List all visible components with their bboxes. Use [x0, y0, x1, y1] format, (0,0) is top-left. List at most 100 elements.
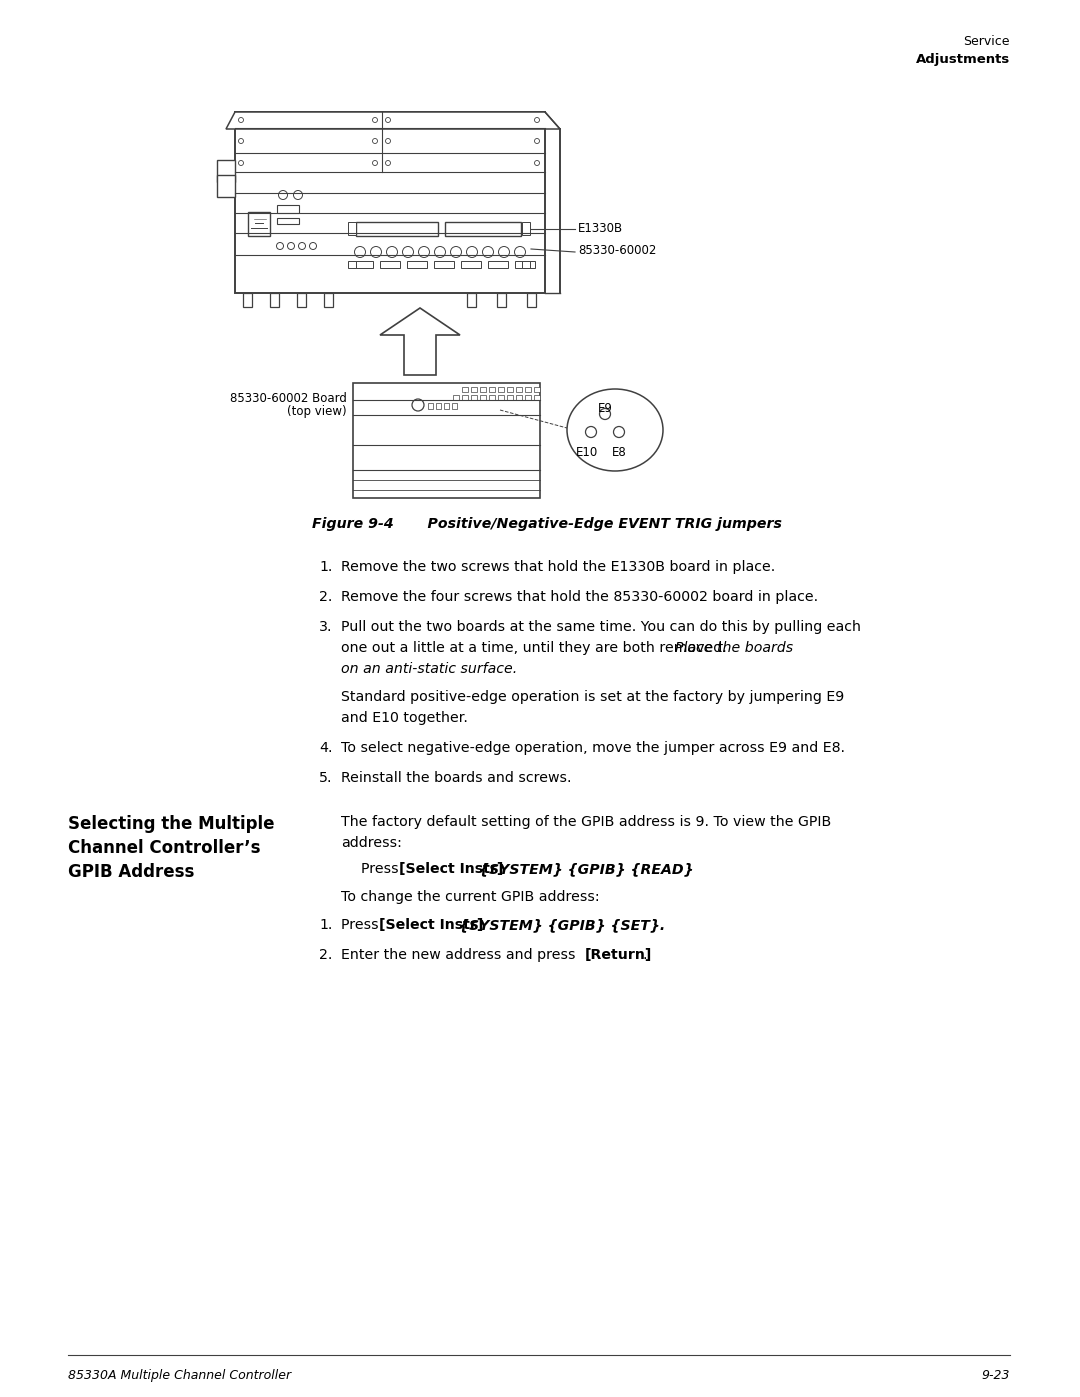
FancyBboxPatch shape [248, 212, 270, 236]
Text: Standard positive-edge operation is set at the factory by jumpering E9: Standard positive-edge operation is set … [341, 690, 845, 704]
Text: The factory default setting of the GPIB address is 9. To view the GPIB: The factory default setting of the GPIB … [341, 814, 832, 828]
Circle shape [287, 243, 295, 250]
FancyBboxPatch shape [497, 293, 507, 307]
FancyBboxPatch shape [445, 222, 521, 236]
Text: Enter the new address and press: Enter the new address and press [341, 949, 580, 963]
Text: GPIB Address: GPIB Address [68, 863, 194, 882]
FancyBboxPatch shape [489, 395, 495, 400]
Circle shape [386, 161, 391, 165]
Circle shape [294, 190, 302, 200]
FancyBboxPatch shape [471, 387, 477, 393]
Circle shape [450, 246, 461, 257]
Text: Remove the four screws that hold the 85330-60002 board in place.: Remove the four screws that hold the 853… [341, 590, 819, 604]
Circle shape [239, 117, 243, 123]
Circle shape [467, 246, 477, 257]
FancyBboxPatch shape [348, 222, 356, 235]
FancyBboxPatch shape [516, 387, 522, 393]
FancyBboxPatch shape [235, 112, 545, 293]
Text: 5.: 5. [319, 771, 333, 785]
Text: on an anti-static surface.: on an anti-static surface. [341, 662, 517, 676]
FancyBboxPatch shape [461, 261, 481, 268]
FancyBboxPatch shape [436, 402, 441, 409]
Text: 85330-60002: 85330-60002 [578, 244, 657, 257]
Circle shape [535, 138, 540, 144]
Circle shape [514, 246, 526, 257]
FancyBboxPatch shape [324, 293, 333, 307]
FancyBboxPatch shape [522, 261, 530, 268]
Text: Selecting the Multiple: Selecting the Multiple [68, 814, 274, 833]
Circle shape [276, 243, 283, 250]
Circle shape [483, 246, 494, 257]
Text: one out a little at a time, until they are both removed.: one out a little at a time, until they a… [341, 641, 731, 655]
FancyBboxPatch shape [407, 261, 427, 268]
Circle shape [599, 408, 610, 419]
FancyBboxPatch shape [353, 383, 540, 497]
FancyBboxPatch shape [297, 293, 306, 307]
FancyBboxPatch shape [467, 293, 476, 307]
FancyBboxPatch shape [498, 387, 504, 393]
Circle shape [298, 243, 306, 250]
Text: 2.: 2. [319, 590, 333, 604]
Circle shape [419, 246, 430, 257]
Text: .: . [643, 949, 648, 963]
FancyBboxPatch shape [356, 222, 438, 236]
FancyBboxPatch shape [217, 175, 235, 197]
Text: Service: Service [963, 35, 1010, 47]
Circle shape [386, 117, 391, 123]
Text: {SYSTEM} {GPIB} {SET}.: {SYSTEM} {GPIB} {SET}. [459, 918, 665, 932]
Circle shape [370, 246, 381, 257]
Text: Adjustments: Adjustments [916, 53, 1010, 66]
FancyBboxPatch shape [217, 161, 235, 182]
Text: Pull out the two boards at the same time. You can do this by pulling each: Pull out the two boards at the same time… [341, 620, 861, 634]
Circle shape [535, 161, 540, 165]
Text: (top view): (top view) [287, 405, 347, 418]
FancyBboxPatch shape [453, 402, 457, 409]
Text: [Select Instr]: [Select Instr] [399, 862, 509, 876]
FancyBboxPatch shape [434, 261, 454, 268]
Circle shape [279, 190, 287, 200]
FancyBboxPatch shape [516, 395, 522, 400]
Text: Place the boards: Place the boards [675, 641, 793, 655]
Text: Reinstall the boards and screws.: Reinstall the boards and screws. [341, 771, 571, 785]
Text: To change the current GPIB address:: To change the current GPIB address: [341, 890, 599, 904]
Text: Positive/Negative-Edge EVENT TRIG jumpers: Positive/Negative-Edge EVENT TRIG jumper… [408, 517, 782, 531]
Circle shape [535, 117, 540, 123]
Text: 3.: 3. [319, 620, 333, 634]
FancyBboxPatch shape [276, 205, 299, 212]
Text: Remove the two screws that hold the E1330B board in place.: Remove the two screws that hold the E133… [341, 560, 775, 574]
FancyBboxPatch shape [488, 261, 508, 268]
FancyBboxPatch shape [471, 395, 477, 400]
Circle shape [354, 246, 365, 257]
Text: E8: E8 [611, 446, 626, 460]
Text: 85330A Multiple Channel Controller: 85330A Multiple Channel Controller [68, 1369, 292, 1382]
FancyBboxPatch shape [525, 395, 531, 400]
Text: 85330-60002 Board: 85330-60002 Board [230, 393, 347, 405]
Text: and E10 together.: and E10 together. [341, 711, 468, 725]
Polygon shape [380, 307, 460, 374]
Circle shape [239, 138, 243, 144]
Text: address:: address: [341, 835, 402, 849]
Text: [Select Instr]: [Select Instr] [379, 918, 488, 932]
Circle shape [373, 117, 378, 123]
Circle shape [373, 161, 378, 165]
Circle shape [403, 246, 414, 257]
Text: [Return]: [Return] [585, 949, 652, 963]
Text: E9: E9 [597, 402, 612, 415]
FancyBboxPatch shape [489, 387, 495, 393]
FancyBboxPatch shape [380, 261, 400, 268]
Text: Channel Controller’s: Channel Controller’s [68, 840, 260, 856]
Text: Press: Press [341, 918, 383, 932]
FancyBboxPatch shape [353, 261, 373, 268]
Text: Figure 9-4: Figure 9-4 [312, 517, 394, 531]
Circle shape [386, 138, 391, 144]
FancyBboxPatch shape [525, 387, 531, 393]
FancyBboxPatch shape [453, 395, 459, 400]
Text: Press: Press [361, 862, 403, 876]
FancyBboxPatch shape [534, 387, 540, 393]
FancyBboxPatch shape [243, 293, 252, 307]
Text: To select negative-edge operation, move the jumper across E9 and E8.: To select negative-edge operation, move … [341, 740, 845, 754]
Text: 9-23: 9-23 [982, 1369, 1010, 1382]
Text: {SYSTEM} {GPIB} {READ}: {SYSTEM} {GPIB} {READ} [480, 862, 693, 876]
Circle shape [434, 246, 446, 257]
FancyBboxPatch shape [515, 261, 535, 268]
